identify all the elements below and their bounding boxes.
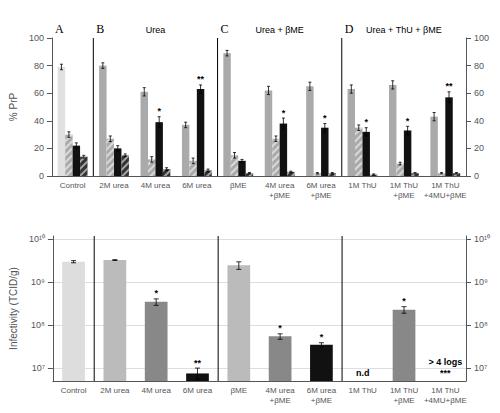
svg-text:+βME: +βME — [311, 396, 332, 405]
svg-text:**: ** — [194, 358, 202, 368]
svg-text:20: 20 — [474, 143, 484, 153]
svg-text:10⁷: 10⁷ — [474, 363, 487, 373]
svg-text:βME: βME — [230, 181, 247, 190]
svg-text:6M urea: 6M urea — [306, 181, 336, 190]
svg-text:10⁸: 10⁸ — [474, 320, 488, 330]
svg-text:20: 20 — [34, 143, 44, 153]
svg-text:10⁷: 10⁷ — [32, 363, 45, 373]
svg-text:*: * — [157, 106, 161, 116]
svg-text:+βME: +βME — [393, 191, 414, 200]
svg-text:*: * — [320, 332, 324, 342]
svg-text:6M urea: 6M urea — [182, 181, 212, 190]
svg-text:C: C — [221, 22, 229, 36]
svg-text:*: * — [282, 108, 286, 118]
svg-text:60: 60 — [474, 88, 484, 98]
svg-text:% PrP: % PrP — [8, 93, 19, 122]
svg-text:+βME: +βME — [269, 191, 290, 200]
svg-text:1M ThU: 1M ThU — [390, 386, 419, 395]
svg-text:***: *** — [440, 368, 451, 378]
svg-text:+βME: +βME — [269, 396, 290, 405]
svg-text:+4MU+βME: +4MU+βME — [424, 191, 467, 200]
svg-text:Control: Control — [60, 181, 86, 190]
svg-text:+βME: +βME — [310, 191, 331, 200]
svg-text:10⁹: 10⁹ — [31, 277, 45, 287]
svg-text:1M ThU: 1M ThU — [431, 386, 460, 395]
svg-text:Urea: Urea — [146, 25, 166, 35]
svg-text:Control: Control — [61, 386, 87, 395]
svg-text:2M urea: 2M urea — [100, 386, 130, 395]
svg-text:2M urea: 2M urea — [99, 181, 129, 190]
svg-text:4M urea: 4M urea — [141, 181, 171, 190]
svg-text:6M urea: 6M urea — [183, 386, 213, 395]
svg-text:6M urea: 6M urea — [307, 386, 337, 395]
svg-text:D: D — [345, 22, 354, 36]
svg-text:> 4 logs: > 4 logs — [428, 357, 462, 367]
svg-text:10⁹: 10⁹ — [474, 277, 488, 287]
svg-text:+4MU+βME: +4MU+βME — [424, 396, 467, 405]
svg-text:80: 80 — [474, 61, 484, 71]
svg-text:100: 100 — [29, 33, 44, 43]
svg-text:1M ThU: 1M ThU — [349, 386, 378, 395]
svg-text:Urea + βME: Urea + βME — [255, 25, 303, 35]
svg-text:*: * — [402, 296, 406, 306]
svg-text:40: 40 — [474, 116, 484, 126]
svg-text:B: B — [96, 22, 104, 36]
svg-text:*: * — [406, 116, 410, 126]
svg-text:0: 0 — [474, 171, 479, 181]
svg-text:1M ThU: 1M ThU — [431, 181, 460, 190]
svg-text:*: * — [323, 113, 327, 123]
svg-text:1M ThU: 1M ThU — [348, 181, 377, 190]
svg-text:80: 80 — [34, 61, 44, 71]
svg-text:100: 100 — [474, 33, 489, 43]
svg-text:**: ** — [197, 74, 205, 84]
svg-text:4M urea: 4M urea — [142, 386, 172, 395]
svg-text:βME: βME — [230, 386, 247, 395]
svg-text:4M urea: 4M urea — [265, 386, 295, 395]
svg-text:Urea + ThU + βME: Urea + ThU + βME — [366, 25, 442, 35]
svg-text:1M ThU: 1M ThU — [390, 181, 419, 190]
svg-text:+βME: +βME — [393, 396, 414, 405]
svg-text:**: ** — [446, 81, 454, 91]
svg-text:10¹⁰: 10¹⁰ — [29, 234, 45, 244]
svg-text:10¹⁰: 10¹⁰ — [474, 234, 490, 244]
svg-text:*: * — [154, 288, 158, 298]
svg-text:0: 0 — [39, 171, 44, 181]
svg-text:60: 60 — [34, 88, 44, 98]
svg-text:40: 40 — [34, 116, 44, 126]
svg-text:*: * — [364, 117, 368, 127]
svg-text:Infectivity (TCID/g): Infectivity (TCID/g) — [8, 267, 19, 350]
svg-text:10⁸: 10⁸ — [31, 320, 45, 330]
svg-text:*: * — [278, 323, 282, 333]
svg-text:4M urea: 4M urea — [265, 181, 295, 190]
svg-text:A: A — [55, 22, 64, 36]
svg-text:n.d: n.d — [356, 368, 370, 378]
